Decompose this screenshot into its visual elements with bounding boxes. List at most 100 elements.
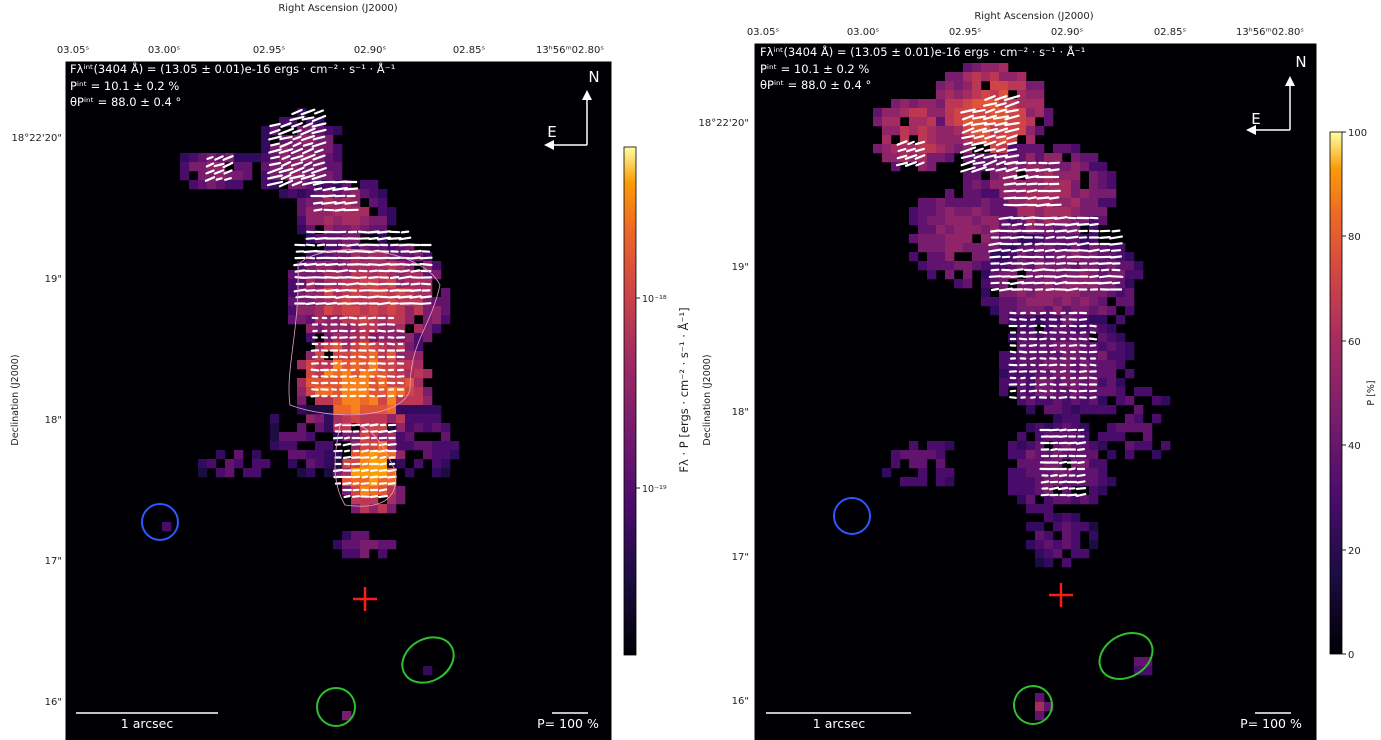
right-east-arrowhead [1246,125,1256,135]
map-pixel [387,477,397,487]
map-pixel [1098,216,1108,226]
map-pixel [1053,396,1063,406]
map-pixel [333,189,343,199]
map-pixel [1062,540,1072,550]
map-pixel [369,423,379,433]
polarization-vector [973,154,985,159]
map-pixel [1017,189,1027,199]
map-pixel [990,63,1000,73]
map-pixel [252,459,262,469]
map-pixel [396,243,406,253]
map-pixel [342,252,352,262]
polarization-vector [1045,288,1055,291]
polarization-vector [1089,324,1097,328]
polarization-vector [1068,467,1076,471]
map-pixel [891,459,901,469]
polarization-vector [1009,280,1025,286]
polarization-vector [914,140,926,146]
map-pixel [1062,558,1072,568]
map-pixel [1026,198,1036,208]
map-pixel [288,189,298,199]
polarization-vector [981,127,999,134]
polarization-vector [361,468,369,473]
polarization-vector [369,475,379,479]
map-pixel [1017,288,1027,298]
map-pixel [1035,198,1045,208]
polarization-vector [1100,268,1110,272]
map-pixel [1071,261,1081,271]
map-pixel [324,342,334,352]
map-pixel [360,342,370,352]
map-pixel [1035,297,1045,307]
map-pixel [963,63,973,73]
map-pixel [963,198,973,208]
polarization-vector [1024,168,1040,172]
polarization-vector [1059,428,1067,432]
polarization-vector [368,342,376,346]
map-pixel [378,468,388,478]
map-pixel [423,369,433,379]
left-blue-circle [141,503,179,541]
map-pixel [423,666,433,676]
map-pixel [216,171,226,181]
polarization-vector [342,456,352,459]
map-pixel [1116,297,1126,307]
left-map [162,108,460,721]
map-pixel [1026,324,1036,334]
map-pixel [1107,279,1117,289]
polarization-vector [990,287,1000,292]
map-pixel [1116,261,1126,271]
polarization-vector [915,161,925,167]
map-pixel [1098,459,1108,469]
map-pixel [981,216,991,226]
polarization-vector [279,141,293,148]
map-pixel [252,153,262,163]
map-pixel [963,261,973,271]
polarization-vector [389,289,400,292]
polarization-vector [343,494,351,499]
map-pixel [342,243,352,253]
left-ra-tick-4: 02.90ˢ [354,45,387,56]
map-pixel [1026,189,1036,199]
polarization-vector [377,329,386,333]
map-pixel [324,207,334,217]
map-pixel [297,405,307,415]
map-pixel [423,315,433,325]
map-pixel [1107,306,1117,316]
polarization-vector [1065,287,1079,292]
map-pixel [216,180,226,190]
map-pixel [342,549,352,559]
map-pixel [432,468,442,478]
polarization-vector [278,148,294,154]
map-pixel [1125,288,1135,298]
map-pixel [1044,288,1054,298]
polarization-vector [315,302,327,305]
map-pixel [261,144,271,154]
map-pixel [972,207,982,217]
map-pixel [963,180,973,190]
map-pixel [981,63,991,73]
map-pixel [369,405,379,415]
polarization-vector [315,263,327,266]
map-pixel [189,180,199,190]
map-pixel [315,207,325,217]
map-pixel [1017,81,1027,91]
map-pixel [1053,207,1063,217]
map-pixel [1062,396,1072,406]
map-pixel [396,441,406,451]
map-pixel [180,153,190,163]
map-pixel [1071,414,1081,424]
map-pixel [414,414,424,424]
map-pixel [1089,468,1099,478]
map-pixel [1062,207,1072,217]
map-pixel [333,315,343,325]
polarization-vector [1056,255,1066,259]
map-pixel [369,189,379,199]
right-map [873,63,1171,721]
map-pixel [432,261,442,271]
map-pixel [1098,162,1108,172]
map-pixel [1008,189,1018,199]
map-pixel [270,144,280,154]
map-pixel [1134,666,1144,676]
map-pixel [387,288,397,298]
